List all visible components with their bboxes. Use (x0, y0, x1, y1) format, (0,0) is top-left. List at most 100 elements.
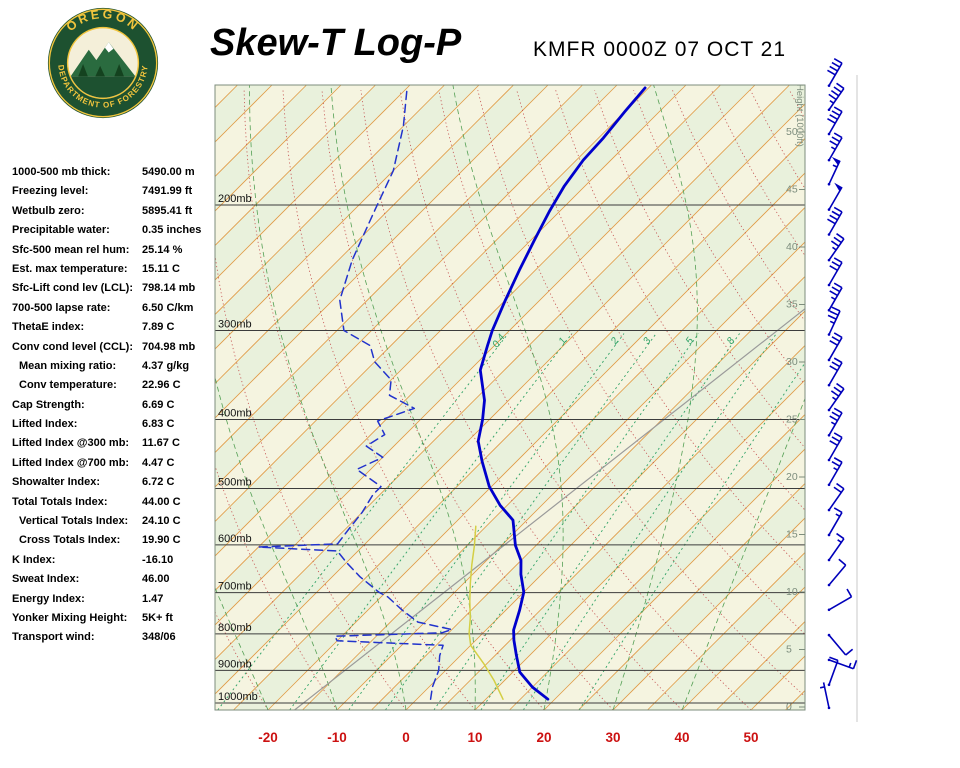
index-row: Yonker Mixing Height: 5K+ ft (12, 609, 222, 628)
pressure-lines (215, 204, 805, 704)
index-label: Est. max temperature: (12, 262, 128, 275)
index-row: Sfc-500 mean rel hum: 25.14 % (12, 241, 222, 260)
index-value: 44.00 C (142, 495, 181, 508)
index-value: 7.89 C (142, 321, 175, 334)
wind-barb (827, 257, 843, 287)
pressure-label: 800mb (218, 622, 252, 634)
index-row: Lifted Index: 6.83 C (12, 415, 222, 434)
index-row: Wetbulb zero: 5895.41 ft (12, 202, 222, 221)
moist-adiabats (215, 85, 805, 710)
wind-barb (827, 206, 843, 236)
logo-scene (68, 42, 138, 98)
index-label: Lifted Index: (12, 418, 78, 431)
wind-barb (827, 507, 843, 537)
index-row: K Index: -16.10 (12, 551, 222, 570)
index-row: Transport wind: 348/06 (12, 628, 222, 647)
height-tick-label: 40 (786, 241, 798, 253)
index-label: Precipitable water: (12, 224, 110, 237)
temp-axis-label: 40 (674, 730, 689, 745)
wind-barb (827, 407, 843, 437)
index-row: Conv cond level (CCL): 704.98 mb (12, 338, 222, 357)
index-label: Sfc-500 mean rel hum: (12, 243, 130, 256)
index-label: Lifted Index @300 mb: (12, 437, 130, 450)
plot-frame (214, 84, 806, 711)
forest-base (68, 76, 138, 98)
snow-cap-icon (104, 42, 114, 53)
height-tick-label: 50 (786, 126, 798, 138)
index-value: 5895.41 ft (142, 204, 193, 217)
index-row: Mean mixing ratio: 4.37 g/kg (12, 357, 222, 376)
wind-barb (827, 432, 843, 462)
index-label: Lifted Index @700 mb: (12, 456, 130, 469)
height-tick-label: 20 (786, 471, 798, 483)
isotherms (215, 85, 805, 710)
pressure-label: 200mb (218, 193, 252, 205)
tree-icon (114, 63, 124, 77)
pressure-label: 1000mb (218, 691, 258, 703)
height-tick-label: 30 (786, 356, 798, 368)
index-value: 5490.00 m (142, 166, 195, 178)
index-value: 25.14 % (142, 243, 183, 256)
index-label: Total Totals Index: (12, 495, 108, 508)
parcel-trace (468, 525, 504, 700)
index-row: Sfc-Lift cond lev (LCL): 798.14 mb (12, 279, 222, 298)
index-value: 6.69 C (142, 398, 175, 411)
wind-barb (827, 457, 843, 487)
index-label: Cap Strength: (12, 398, 85, 411)
plot-area: 0.4 1 2 3 5 8200mb300mb400mb500mb600mb700mb80… (215, 85, 805, 710)
index-value: 4.47 C (142, 456, 175, 469)
index-label: Cross Totals Index: (19, 534, 121, 547)
index-value: 1.47 (142, 592, 164, 605)
index-row: 1000-500 mb thick: 5490.00 m (12, 163, 222, 182)
pressure-label: 300mb (218, 318, 252, 330)
wind-barb (827, 588, 853, 612)
wind-barb-column (819, 57, 858, 710)
index-label: 700-500 lapse rate: (12, 301, 111, 314)
index-row: 700-500 lapse rate: 6.50 C/km (12, 299, 222, 318)
height-tick-label: 35 (786, 299, 798, 311)
mixing-ratio-label: 8 (725, 335, 737, 346)
index-value: 11.67 C (142, 437, 180, 450)
mixing-ratio-label: 3 (641, 335, 653, 346)
index-row: Vertical Totals Index: 24.10 C (12, 512, 222, 531)
index-value: 0.35 inches (142, 224, 202, 237)
wind-barb (827, 156, 841, 186)
index-value: 798.14 mb (142, 282, 196, 295)
index-value: 6.50 C/km (142, 301, 194, 314)
index-value: 24.10 C (142, 515, 181, 528)
wind-barb (827, 233, 845, 262)
index-row: Precipitable water: 0.35 inches (12, 221, 222, 240)
station-datetime: KMFR 0000Z 07 OCT 21 (533, 38, 787, 61)
index-label: 1000-500 mb thick: (12, 166, 111, 178)
temperature-trace (476, 86, 647, 701)
index-label: Conv temperature: (19, 379, 117, 392)
pressure-label: 600mb (218, 533, 252, 545)
index-label: Sfc-Lift cond lev (LCL): (12, 282, 133, 295)
wind-barb (827, 282, 843, 312)
index-value: 22.96 C (142, 379, 181, 392)
index-label: Conv cond level (CCL): (12, 340, 134, 353)
index-value: 6.83 C (142, 418, 175, 431)
mixing-ratio-lines (217, 333, 805, 710)
temp-axis-label: 10 (467, 730, 482, 745)
wind-barb (827, 332, 843, 362)
temp-axis-label: 50 (743, 730, 758, 745)
index-label: Vertical Totals Index: (19, 515, 129, 528)
height-tick-label: 25 (786, 414, 798, 426)
pressure-label: 500mb (218, 477, 252, 489)
height-axis-title: Height (1000ft) (794, 84, 805, 147)
odf-logo-svg: OREGON DEPARTMENT OF FORESTRY (47, 7, 159, 119)
wind-barb (827, 357, 843, 387)
index-label: K Index: (12, 553, 56, 566)
index-value: 348/06 (142, 631, 176, 644)
index-row: Lifted Index @300 mb: 11.67 C (12, 434, 222, 453)
tree-icon (95, 65, 105, 77)
index-value: 4.37 g/kg (142, 359, 190, 372)
mixing-ratio-label: 5 (684, 335, 696, 346)
temp-axis-label: 0 (402, 730, 410, 745)
index-row: Freezing level: 7491.99 ft (12, 182, 222, 201)
index-row: ThetaE index: 7.89 C (12, 318, 222, 337)
wind-barb (827, 532, 845, 562)
wind-barb (827, 656, 839, 687)
